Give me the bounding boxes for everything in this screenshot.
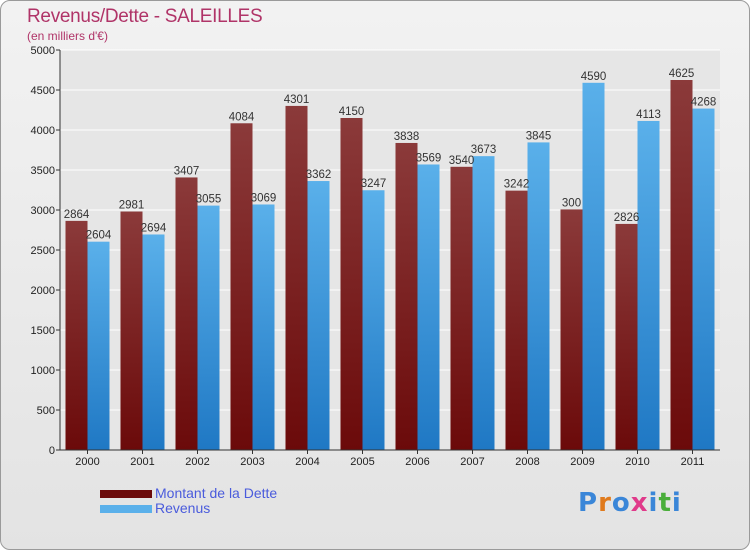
data-label-revenus: 3247: [361, 178, 387, 190]
data-label-dette: 2981: [119, 200, 145, 212]
x-tick-label: 2001: [130, 456, 154, 468]
y-tick-label: 4000: [31, 125, 55, 137]
bar-dette: [615, 223, 638, 450]
legend-label-revenus: Revenus: [155, 500, 211, 516]
y-tick-label: 2000: [31, 285, 55, 297]
x-tick-label: 2008: [515, 456, 539, 468]
y-tick-label: 3500: [31, 165, 55, 177]
data-label-revenus: 4590: [581, 71, 607, 83]
bar-dette: [120, 211, 143, 450]
bar-revenus: [252, 204, 275, 450]
data-label-revenus: 3845: [526, 130, 552, 142]
data-label-revenus: 2694: [141, 222, 167, 234]
x-tick-label: 2005: [350, 456, 374, 468]
data-label-revenus: 2604: [86, 230, 112, 242]
x-tick-label: 2009: [570, 456, 594, 468]
y-tick-label: 2500: [31, 245, 55, 257]
x-tick-label: 2007: [460, 456, 484, 468]
bar-revenus: [582, 82, 605, 451]
data-label-dette: 4625: [669, 68, 695, 80]
bars: [65, 80, 715, 451]
data-label-revenus: 3673: [471, 144, 497, 156]
y-tick-label: 500: [37, 405, 55, 417]
bar-dette: [230, 123, 253, 450]
bar-revenus: [87, 241, 110, 450]
data-label-dette: 3838: [394, 131, 420, 143]
data-label-dette: 2864: [64, 209, 90, 221]
legend-swatch-dette: [100, 490, 152, 498]
logo-letter: i: [648, 488, 659, 518]
logo-letter: P: [578, 488, 599, 518]
bar-revenus: [417, 164, 440, 451]
bar-revenus: [692, 108, 715, 450]
y-tick-label: 4500: [31, 85, 55, 97]
data-label-dette: 4150: [339, 106, 365, 118]
x-tick-label: 2000: [75, 456, 99, 468]
data-label-dette: 2826: [614, 212, 640, 224]
bar-revenus: [142, 234, 165, 450]
bar-dette: [670, 80, 693, 450]
chart-title: Revenus/Dette - SALEILLES: [27, 6, 263, 27]
bar-revenus: [637, 120, 660, 451]
bar-dette: [285, 105, 308, 451]
y-tick-label: 1000: [31, 365, 55, 377]
data-label-dette: 4301: [284, 94, 310, 106]
y-tick-label: 0: [49, 445, 55, 457]
bar-dette: [450, 166, 473, 451]
bar-dette: [340, 118, 363, 450]
axes: 0 500 1000 1500 2000 2500 3000 3500 4000 4500 5000…: [31, 45, 720, 468]
data-label-dette: 3540: [449, 155, 475, 167]
logo-letter: i: [671, 488, 682, 518]
x-tick-label: 2011: [681, 456, 705, 468]
y-tick-label: 5000: [31, 45, 55, 57]
bar-revenus: [527, 142, 550, 450]
data-label-dette: 300: [562, 197, 581, 209]
proxiti-logo: Proxiti: [578, 488, 682, 518]
data-label-revenus: 3569: [416, 152, 442, 164]
bar-revenus: [307, 181, 330, 451]
data-label-revenus: 3069: [251, 192, 277, 204]
logo-letter: r: [598, 488, 612, 518]
x-tick-label: 2002: [185, 456, 209, 468]
data-labels: 2864 2604 2981 2694 3407 3055 4084 3069 4301 3362…: [64, 68, 717, 242]
data-label-dette: 3407: [174, 165, 200, 177]
bar-dette: [65, 220, 88, 450]
data-label-revenus: 4113: [636, 109, 661, 121]
data-label-revenus: 3362: [306, 169, 332, 181]
bar-dette: [560, 209, 583, 450]
data-label-dette: 4084: [229, 111, 255, 123]
data-label-dette: 3242: [504, 179, 530, 191]
bar-dette: [505, 190, 528, 450]
bar-dette: [395, 142, 418, 450]
logo-letter: x: [630, 488, 649, 518]
x-tick-label: 2004: [295, 456, 319, 468]
y-tick-label: 3000: [31, 205, 55, 217]
data-label-revenus: 3055: [196, 194, 222, 206]
bar-dette: [175, 177, 198, 450]
legend-label-dette: Montant de la Dette: [155, 485, 278, 501]
bar-revenus: [472, 156, 495, 450]
x-tick-label: 2006: [405, 456, 429, 468]
chart-subtitle: (en milliers d'€): [27, 29, 108, 43]
logo-letter: o: [611, 488, 631, 518]
bar-revenus: [362, 190, 385, 451]
y-tick-label: 1500: [31, 325, 55, 337]
x-tick-label: 2003: [240, 456, 264, 468]
data-label-revenus: 4268: [691, 97, 717, 109]
logo-letter: t: [658, 488, 672, 518]
bar-revenus: [197, 205, 220, 450]
x-tick-label: 2010: [625, 456, 649, 468]
legend-swatch-revenus: [100, 505, 152, 513]
